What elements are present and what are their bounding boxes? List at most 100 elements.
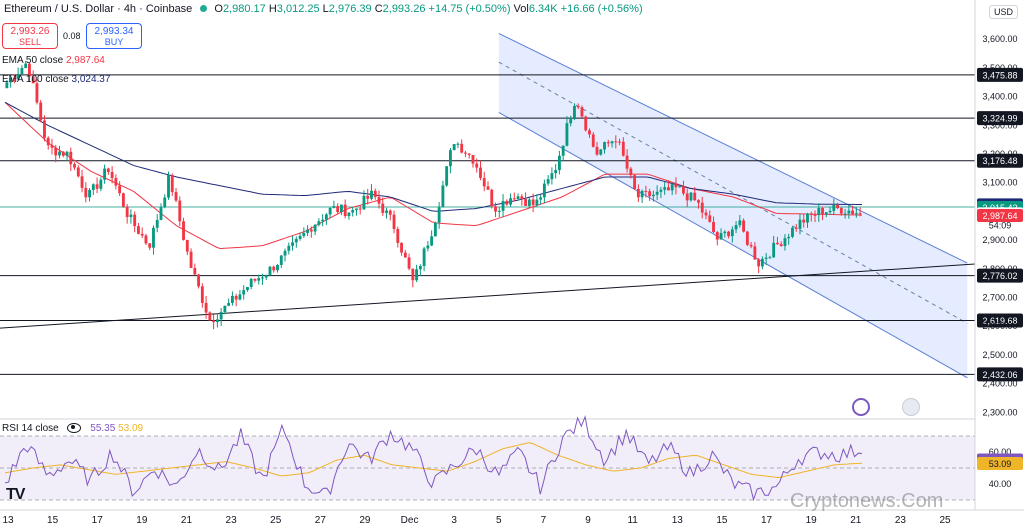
time-tick-label: 13: [2, 515, 14, 526]
candle-body: [452, 144, 456, 151]
candle-body: [140, 233, 144, 236]
ema100-legend[interactable]: EMA 100 close 3,024.37: [2, 74, 110, 85]
candle-body: [633, 175, 637, 189]
candle-body: [854, 213, 858, 215]
candle-body: [527, 199, 531, 206]
candle-body: [227, 302, 231, 306]
price-axis: 3,475.88 3,324.99 3,176.48 2,776.02 2,619.68…: [974, 0, 1024, 530]
level-tag: [977, 313, 1023, 328]
candle-body: [433, 222, 437, 237]
candle-body: [118, 185, 122, 194]
candle-body: [373, 190, 377, 197]
candle-body: [163, 197, 167, 208]
sell-label: SELL: [18, 37, 42, 47]
candle-body: [794, 227, 798, 229]
candle-body: [276, 264, 279, 271]
time-tick-label: 25: [939, 515, 951, 526]
buy-button[interactable]: 2,993.34 BUY: [86, 23, 142, 49]
candle-body: [479, 167, 482, 179]
candle-body: [328, 207, 332, 215]
ema50-legend[interactable]: EMA 50 close 2,987.64: [2, 55, 105, 66]
candle-body: [599, 149, 603, 155]
candle-body: [283, 250, 287, 256]
chart-header: Ethereum / U.S. Dollar · 4h · Coinbase O…: [4, 3, 643, 15]
ema100-label: EMA 100 close: [2, 74, 69, 85]
time-tick-label: 7: [541, 515, 547, 526]
ema100-line: [4, 101, 862, 212]
channel-fill: [498, 33, 968, 378]
candle-body: [636, 188, 640, 198]
horizontal-levels: [0, 74, 975, 375]
flag-icon[interactable]: [902, 398, 920, 416]
rsi-tag-label: 53.09: [989, 459, 1012, 469]
candle-body: [291, 242, 294, 246]
currency-selector[interactable]: USD: [988, 5, 1018, 19]
candle-body: [370, 190, 373, 199]
rsi-ma-value: 53.09: [118, 423, 144, 434]
candle-body: [723, 231, 727, 234]
lightning-icon[interactable]: [852, 398, 870, 416]
candle-body: [268, 266, 272, 276]
candle-body: [524, 199, 528, 206]
candle-body: [234, 295, 238, 300]
price-tick-label: 3,500.00: [982, 63, 1017, 73]
change-value: +14.75 (+0.50%): [428, 3, 511, 15]
candle-body: [351, 210, 355, 213]
candle-body: [238, 294, 242, 300]
candle-body: [16, 74, 20, 80]
candle-body: [539, 197, 543, 200]
candle-body: [501, 201, 505, 211]
candle-body: [764, 257, 768, 259]
candle-body: [144, 235, 148, 244]
candle-body: [336, 206, 340, 213]
candle-body: [734, 225, 738, 230]
eye-icon[interactable]: [67, 423, 82, 434]
candle-body: [471, 155, 475, 164]
price-tick-label: 3,600.00: [982, 34, 1017, 44]
candle-body: [242, 290, 246, 295]
candle-body: [50, 145, 54, 148]
candle-body: [5, 82, 9, 89]
rsi-legend[interactable]: RSI 14 close 55.35 53.09: [2, 423, 143, 434]
candle-body: [482, 178, 486, 187]
ema-lines: [4, 101, 863, 250]
price-tag-label: 2,987.64: [982, 211, 1017, 221]
candle-body: [388, 210, 392, 215]
symbol-title[interactable]: Ethereum / U.S. Dollar · 4h · Coinbase: [4, 3, 193, 15]
candle-body: [170, 175, 174, 193]
candle-body: [505, 201, 509, 205]
candle-body: [569, 119, 573, 124]
candle-body: [685, 193, 689, 201]
candle-body: [200, 286, 204, 303]
candle-body: [99, 179, 103, 189]
candle-body: [550, 173, 554, 180]
candle-body: [182, 221, 185, 240]
candle-body: [791, 227, 794, 237]
candle-body: [625, 155, 629, 169]
candle-body: [565, 123, 569, 146]
candle-body: [467, 153, 471, 156]
candle-body: [730, 229, 734, 237]
candle-body: [561, 145, 565, 156]
level-label: 3,324.99: [982, 114, 1017, 124]
candle-body: [403, 252, 407, 258]
candle-body: [324, 214, 328, 220]
candle-body: [129, 214, 133, 218]
candle-body: [148, 243, 152, 248]
sell-button[interactable]: 2,993.26 SELL: [2, 23, 58, 49]
time-tick-label: 29: [359, 515, 371, 526]
price-tick-label: 3,100.00: [982, 178, 1017, 188]
high-value: 3,012.25: [276, 3, 320, 15]
time-tick-label: 11: [627, 515, 638, 526]
candles: [5, 60, 862, 330]
rsi-tick-label: 40.00: [989, 479, 1012, 489]
time-tick-label: 21: [181, 515, 193, 526]
candle-body: [584, 116, 588, 131]
candle-body: [768, 257, 772, 259]
axis-background: [975, 0, 1024, 530]
candle-body: [230, 295, 234, 303]
rsi-ma-line: [4, 442, 863, 479]
candle-body: [121, 193, 125, 207]
candle-body: [847, 210, 851, 214]
